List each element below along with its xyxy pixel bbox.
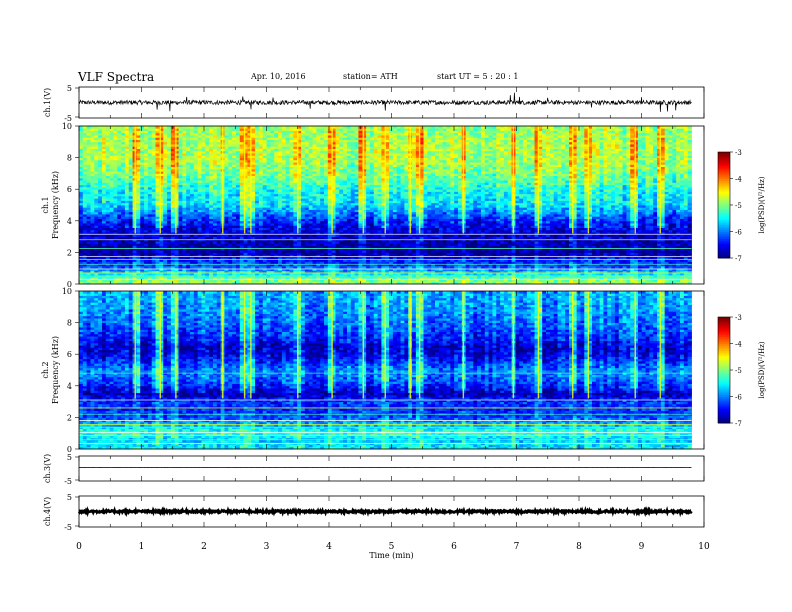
colorbar-tick-label: -5 — [735, 202, 742, 210]
y-tick-label: 2 — [67, 413, 72, 422]
y-tick-label: -5 — [64, 114, 72, 123]
x-tick-label: 10 — [698, 542, 710, 552]
colorbar-tick-label: -6 — [735, 229, 742, 237]
x-axis-label: Time (min) — [369, 551, 413, 560]
waveform-ylabel-4: ch.4(V) — [43, 497, 52, 526]
colorbar-2 — [717, 316, 731, 424]
y-tick-label: -5 — [64, 477, 72, 486]
y-tick-label: 8 — [67, 154, 72, 163]
x-tick-label: 2 — [201, 542, 207, 552]
waveform-ylabel-1: ch.1(V) — [43, 88, 52, 117]
spectrogram-image-1 — [79, 126, 692, 285]
y-tick-label: -5 — [64, 523, 72, 532]
colorbar-tick-label: -7 — [735, 420, 742, 428]
start-ut-label: start UT = 5 : 20 : 1 — [437, 72, 518, 81]
y-tick-label: 4 — [67, 382, 72, 391]
y-tick-label: 8 — [67, 319, 72, 328]
y-tick-label: 10 — [62, 287, 72, 296]
x-tick-label: 5 — [389, 542, 395, 552]
y-tick-label: 5 — [67, 84, 72, 93]
waveform-trace-4 — [77, 505, 693, 518]
x-tick-label: 0 — [76, 542, 82, 552]
y-tick-label: 6 — [67, 350, 72, 359]
spectrogram-ylabel-1: ch.1 — [41, 196, 50, 213]
y-tick-label: 6 — [67, 185, 72, 194]
spectrogram-ylabel-2: Frequency (kHz) — [51, 336, 60, 404]
date-label: Apr. 10, 2016 — [251, 72, 306, 81]
waveform-trace-1 — [78, 92, 692, 112]
figure-title: VLF Spectra — [78, 70, 154, 84]
spectrogram-ylabel-2: ch.2 — [41, 361, 50, 378]
colorbar-tick-label: -4 — [735, 176, 742, 184]
y-tick-label: 2 — [67, 248, 72, 257]
y-tick-label: 0 — [67, 445, 72, 454]
station-label: station= ATH — [343, 72, 398, 81]
colorbar-tick-label: -4 — [735, 341, 742, 349]
colorbar-tick-label: -6 — [735, 394, 742, 402]
y-tick-label: 4 — [67, 217, 72, 226]
x-tick-label: 1 — [139, 542, 145, 552]
colorbar-tick-label: -3 — [735, 149, 742, 157]
waveform-ylabel-3: ch.3(V) — [43, 454, 52, 483]
colorbar-label-2: log(PSD)(V²/Hz) — [758, 341, 766, 398]
colorbar-1 — [717, 151, 731, 259]
colorbar-tick-label: -3 — [735, 314, 742, 322]
spectrogram-image-2 — [79, 291, 692, 450]
y-tick-label: 10 — [62, 122, 72, 131]
y-tick-label: 0 — [67, 280, 72, 289]
spectrogram-ylabel-1: Frequency (kHz) — [51, 171, 60, 239]
x-tick-label: 6 — [451, 542, 457, 552]
x-tick-label: 9 — [639, 542, 645, 552]
y-tick-label: 5 — [67, 453, 72, 462]
x-tick-label: 4 — [326, 542, 332, 552]
colorbar-tick-label: -7 — [735, 255, 742, 263]
x-tick-label: 7 — [514, 542, 520, 552]
colorbar-label-1: log(PSD)(V²/Hz) — [758, 176, 766, 233]
y-tick-label: 5 — [67, 493, 72, 502]
x-tick-label: 8 — [576, 542, 582, 552]
x-tick-label: 3 — [264, 542, 270, 552]
colorbar-tick-label: -5 — [735, 367, 742, 375]
